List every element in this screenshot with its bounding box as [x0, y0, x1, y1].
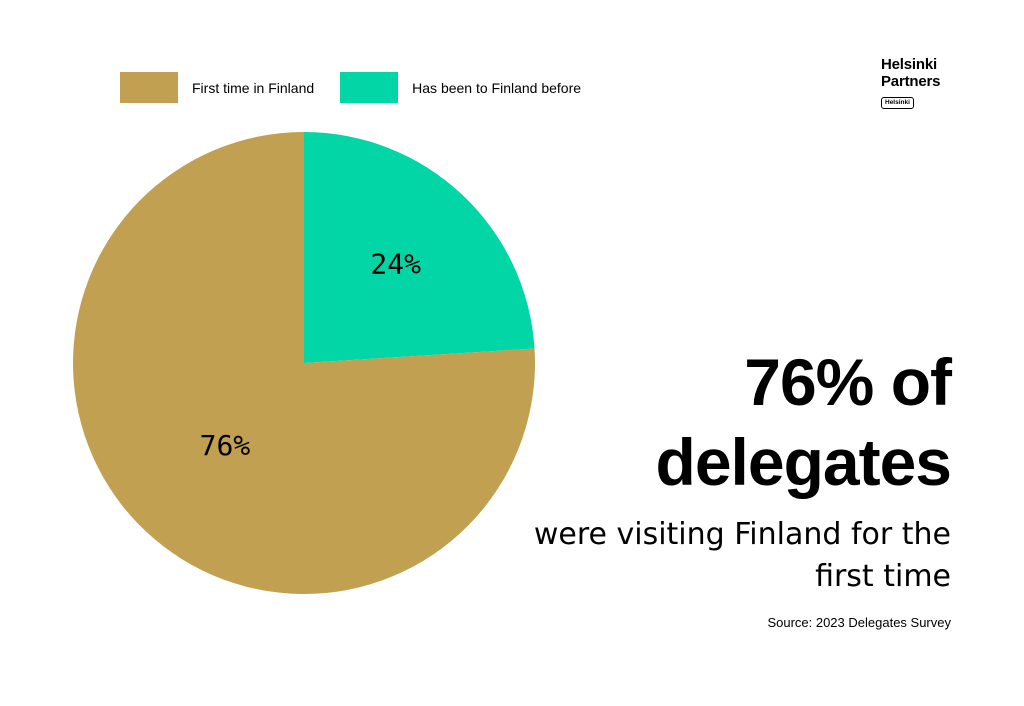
logo-badge: Helsinki: [881, 97, 914, 109]
chart-legend: First time in Finland Has been to Finlan…: [120, 72, 581, 103]
helsinki-partners-logo: Helsinki Partners Helsinki: [881, 56, 961, 109]
pie-label-1: 76%: [200, 429, 251, 462]
pie-slice-1: [72, 132, 536, 594]
headline-line-1: 76% of: [744, 345, 952, 419]
legend-label-first-time: First time in Finland: [192, 79, 315, 96]
legend-item-first-time: First time in Finland: [120, 72, 314, 103]
legend-label-been-before: Has been to Finland before: [412, 79, 582, 96]
legend-item-been-before: Has been to Finland before: [340, 72, 581, 103]
subheadline: were visiting Finland for the first time: [511, 514, 951, 598]
logo-line-2: Partners: [881, 73, 941, 90]
subheadline-line-2: first time: [815, 559, 951, 594]
legend-swatch-first-time: [120, 72, 178, 103]
logo-line-1: Helsinki: [881, 56, 937, 73]
pie-slice-0: [304, 132, 535, 363]
legend-swatch-been-before: [340, 72, 399, 103]
source-note: Source: 2023 Delegates Survey: [767, 615, 951, 630]
headline: 76% of delegates: [655, 342, 952, 502]
subheadline-line-1: were visiting Finland for the: [533, 517, 951, 552]
pie-label-0: 24%: [370, 247, 421, 280]
headline-line-2: delegates: [655, 425, 952, 499]
